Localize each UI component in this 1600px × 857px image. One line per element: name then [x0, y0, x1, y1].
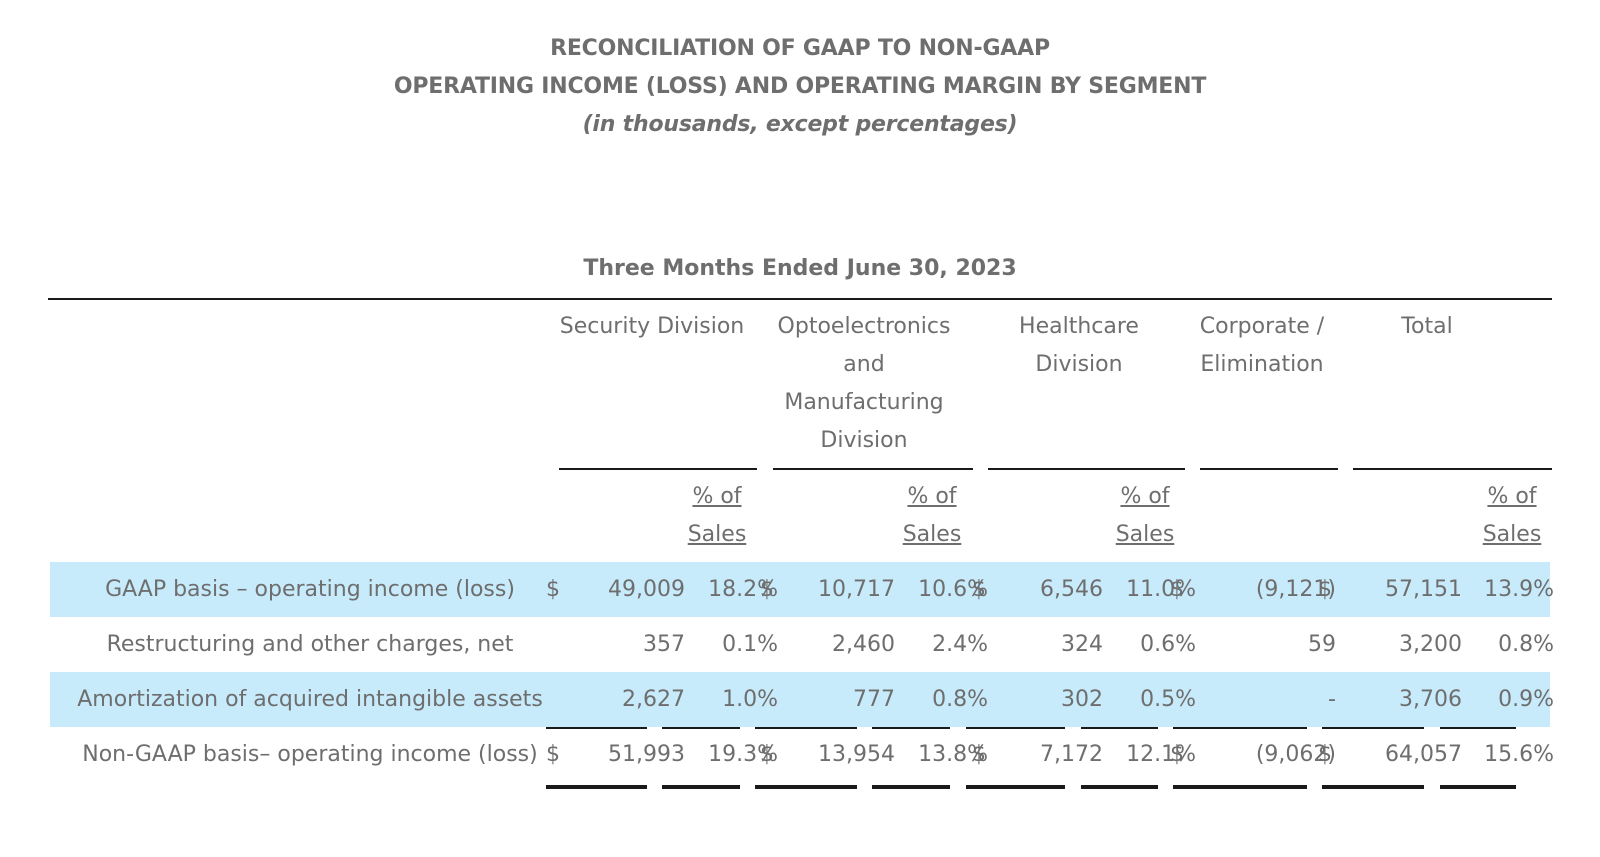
row-label: GAAP basis – operating income (loss): [105, 577, 515, 602]
optoelectronics-currency: $: [760, 577, 774, 602]
total-amount: 3,706: [1399, 687, 1462, 712]
row-label: Restructuring and other charges, net: [106, 632, 514, 657]
security-currency: $: [546, 577, 560, 602]
optoelectronics-percent: 0.8%: [932, 687, 988, 712]
total-double-rule-security-percent: [662, 785, 740, 789]
security-percent: 1.0%: [722, 687, 778, 712]
col-header-total: Total: [1401, 314, 1453, 339]
optoelectronics-amount: 10,717: [818, 577, 895, 602]
healthcare-amount: 324: [1061, 632, 1103, 657]
optoelectronics-currency: $: [760, 742, 774, 767]
optoelectronics-percent: 10.6%: [918, 577, 988, 602]
subtotal-rule-total-percent: [1440, 727, 1516, 729]
total-double-rule-healthcare-percent: [1081, 785, 1158, 789]
corporate-currency: $: [1170, 742, 1184, 767]
table-row: Non-GAAP basis– operating income (loss) $…: [50, 727, 1554, 782]
corporate-currency: $: [1170, 577, 1184, 602]
subtotal-rule-security-amount: [546, 727, 647, 729]
total-amount: 57,151: [1385, 577, 1462, 602]
healthcare-amount: 6,546: [1040, 577, 1103, 602]
total-double-rule-total-amount: [1322, 785, 1424, 789]
total-currency: $: [1318, 577, 1332, 602]
col-header-corporate: Corporate / Elimination: [1199, 314, 1325, 377]
healthcare-percent: 12.1%: [1126, 742, 1196, 767]
row-label: Amortization of acquired intangible asse…: [77, 687, 543, 712]
total-double-rule-healthcare-amount: [966, 785, 1065, 789]
header-rule-optoelectronics: [773, 468, 973, 470]
security-percent: 0.1%: [722, 632, 778, 657]
col-header-optoelectronics: Optoelectronics and Manufacturing Divisi…: [777, 314, 951, 453]
healthcare-currency: $: [972, 742, 986, 767]
optoelectronics-percent: 2.4%: [932, 632, 988, 657]
corporate-amount: -: [1328, 687, 1336, 712]
total-double-rule-optoelectronics-percent: [872, 785, 950, 789]
period-heading: Three Months Ended June 30, 2023: [583, 256, 1017, 281]
subtotal-rule-optoelectronics-amount: [755, 727, 857, 729]
security-amount: 51,993: [608, 742, 685, 767]
pct-of-sales-healthcare: % of Sales: [1115, 484, 1175, 547]
total-double-rule-security-amount: [546, 785, 647, 789]
pct-of-sales-optoelectronics: % of Sales: [902, 484, 962, 547]
period-rule: [48, 298, 1552, 300]
total-percent: 15.6%: [1484, 742, 1554, 767]
healthcare-amount: 302: [1061, 687, 1103, 712]
subtotal-rule-total-amount: [1322, 727, 1424, 729]
total-currency: $: [1318, 742, 1332, 767]
healthcare-percent: 0.5%: [1140, 687, 1196, 712]
col-header-security: Security Division: [559, 314, 745, 339]
security-amount: 357: [643, 632, 685, 657]
subtotal-rule-healthcare-percent: [1081, 727, 1158, 729]
subtotal-rule-healthcare-amount: [966, 727, 1065, 729]
row-label: Non-GAAP basis– operating income (loss): [82, 742, 538, 767]
security-currency: $: [546, 742, 560, 767]
pct-of-sales-total: % of Sales: [1482, 484, 1542, 547]
total-double-rule-total-percent: [1440, 785, 1516, 789]
security-amount: 49,009: [608, 577, 685, 602]
total-percent: 0.9%: [1498, 687, 1554, 712]
total-percent: 0.8%: [1498, 632, 1554, 657]
header-rule-corporate: [1200, 468, 1338, 470]
healthcare-percent: 0.6%: [1140, 632, 1196, 657]
optoelectronics-amount: 777: [853, 687, 895, 712]
security-amount: 2,627: [622, 687, 685, 712]
header-rule-security: [559, 468, 757, 470]
total-percent: 13.9%: [1484, 577, 1554, 602]
corporate-amount: (9,121): [1255, 577, 1336, 602]
report-units-note: (in thousands, except percentages): [582, 112, 1018, 137]
total-amount: 3,200: [1399, 632, 1462, 657]
table-row: Restructuring and other charges, net 357 0…: [50, 617, 1554, 672]
report-subtitle: OPERATING INCOME (LOSS) AND OPERATING MA…: [393, 74, 1207, 99]
pct-of-sales-security: % of Sales: [687, 484, 747, 547]
header-rule-total: [1353, 468, 1552, 470]
total-double-rule-optoelectronics-amount: [755, 785, 857, 789]
optoelectronics-amount: 2,460: [832, 632, 895, 657]
header-rule-healthcare: [988, 468, 1185, 470]
subtotal-rule-optoelectronics-percent: [872, 727, 950, 729]
total-double-rule-corporate-amount: [1173, 785, 1307, 789]
subtotal-rule-security-percent: [662, 727, 740, 729]
healthcare-percent: 11.0%: [1126, 577, 1196, 602]
optoelectronics-percent: 13.8%: [918, 742, 988, 767]
corporate-amount: (9,062): [1255, 742, 1336, 767]
table-row: GAAP basis – operating income (loss) $49,…: [50, 562, 1554, 617]
healthcare-amount: 7,172: [1040, 742, 1103, 767]
subtotal-rule-corporate-amount: [1173, 727, 1307, 729]
optoelectronics-amount: 13,954: [818, 742, 895, 767]
table-row: Amortization of acquired intangible asse…: [50, 672, 1554, 727]
healthcare-currency: $: [972, 577, 986, 602]
total-amount: 64,057: [1385, 742, 1462, 767]
security-percent: 19.3%: [708, 742, 778, 767]
report-title: RECONCILIATION OF GAAP TO NON-GAAP: [550, 36, 1050, 61]
security-percent: 18.2%: [708, 577, 778, 602]
col-header-healthcare: Healthcare Division: [1019, 314, 1139, 377]
corporate-amount: 59: [1308, 632, 1336, 657]
